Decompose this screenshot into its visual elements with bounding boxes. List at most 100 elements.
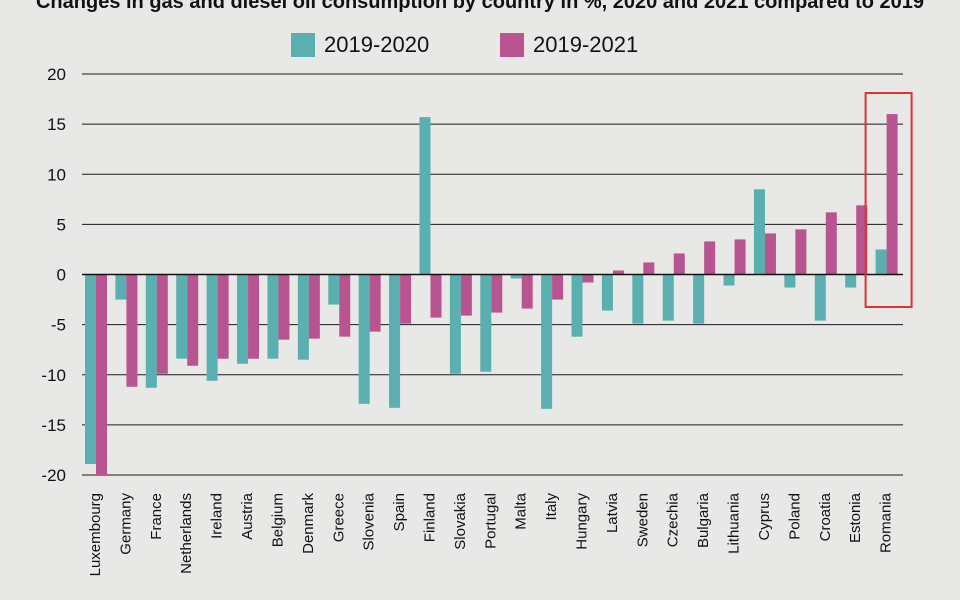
x-tick-label: Bulgaria bbox=[695, 492, 712, 548]
legend: 2019-2020 2019-2021 bbox=[291, 32, 638, 57]
bar bbox=[886, 114, 898, 275]
bar bbox=[582, 274, 594, 283]
bar bbox=[248, 274, 260, 359]
y-tick-label: -10 bbox=[41, 366, 66, 385]
y-tick-label: -20 bbox=[41, 466, 66, 485]
bar bbox=[96, 274, 107, 475]
x-tick-label: Belgium bbox=[269, 493, 286, 547]
legend-label: 2019-2021 bbox=[533, 32, 638, 57]
bar bbox=[753, 189, 765, 275]
bar bbox=[552, 274, 564, 300]
y-tick-label: -15 bbox=[41, 416, 66, 435]
bar bbox=[612, 270, 624, 275]
x-tick-label: Croatia bbox=[817, 492, 834, 541]
x-tick-label: Portugal bbox=[482, 493, 499, 549]
bars bbox=[82, 114, 903, 475]
bar bbox=[267, 274, 279, 359]
bar bbox=[176, 274, 188, 359]
x-axis: Luxembourg Germany France Netherlands Irelan… bbox=[87, 492, 895, 576]
bar bbox=[430, 274, 442, 318]
bar bbox=[187, 274, 199, 366]
bar bbox=[369, 274, 381, 332]
bar bbox=[693, 274, 705, 324]
bar bbox=[328, 274, 340, 305]
x-tick-label: Luxembourg bbox=[87, 493, 104, 576]
bar bbox=[784, 274, 796, 288]
bar bbox=[734, 239, 746, 275]
bar bbox=[704, 241, 716, 275]
bar bbox=[662, 274, 674, 321]
bar bbox=[206, 274, 218, 381]
x-tick-label: Slovenia bbox=[361, 492, 378, 550]
bar bbox=[308, 274, 320, 339]
legend-swatch bbox=[291, 33, 315, 57]
bar bbox=[358, 274, 370, 404]
x-tick-label: Netherlands bbox=[178, 493, 195, 574]
bar bbox=[126, 274, 138, 387]
bar bbox=[856, 205, 868, 275]
y-tick-label: 15 bbox=[47, 115, 66, 134]
x-tick-label: Austria bbox=[239, 492, 256, 539]
x-tick-label: Germany bbox=[117, 493, 134, 555]
bar bbox=[85, 274, 96, 464]
bar bbox=[795, 229, 807, 275]
bar bbox=[389, 274, 401, 408]
bar bbox=[673, 253, 685, 275]
bar bbox=[643, 262, 655, 275]
bar bbox=[764, 233, 776, 275]
bar bbox=[723, 274, 735, 286]
bar bbox=[419, 117, 431, 275]
x-tick-label: Ireland bbox=[209, 493, 226, 539]
x-tick-label: Latvia bbox=[604, 492, 621, 533]
bar bbox=[145, 274, 157, 388]
bar bbox=[460, 274, 472, 316]
bar bbox=[449, 274, 461, 374]
y-tick-label: -5 bbox=[51, 316, 66, 335]
bar bbox=[297, 274, 309, 360]
bar bbox=[237, 274, 249, 364]
bar bbox=[632, 274, 644, 324]
y-tick-label: 20 bbox=[47, 65, 66, 84]
y-tick-label: 0 bbox=[57, 266, 66, 285]
x-tick-label: Romania bbox=[878, 492, 895, 553]
bar bbox=[571, 274, 583, 337]
x-tick-label: Czechia bbox=[665, 492, 682, 547]
chart-title: Changes in gas and diesel oil consumptio… bbox=[35, 0, 925, 13]
y-tick-label: 10 bbox=[47, 165, 66, 184]
bar bbox=[480, 274, 492, 372]
x-tick-label: Greece bbox=[330, 493, 347, 542]
x-tick-label: Italy bbox=[543, 493, 560, 521]
bar bbox=[601, 274, 613, 311]
highlight-box bbox=[864, 92, 913, 308]
bar bbox=[825, 212, 837, 275]
bar bbox=[875, 249, 887, 275]
x-tick-label: Estonia bbox=[847, 492, 864, 543]
x-tick-label: Sweden bbox=[634, 493, 651, 547]
x-tick-label: Lithuania bbox=[726, 492, 743, 554]
bar bbox=[845, 274, 857, 288]
x-tick-label: Poland bbox=[786, 493, 803, 540]
bar bbox=[491, 274, 503, 313]
highlight-rectangle bbox=[864, 92, 913, 308]
x-tick-label: Slovakia bbox=[452, 492, 469, 549]
bar bbox=[521, 274, 533, 309]
bar bbox=[115, 274, 127, 300]
bar bbox=[217, 274, 229, 359]
legend-label: 2019-2020 bbox=[324, 32, 429, 57]
bar bbox=[156, 274, 168, 374]
bar bbox=[339, 274, 351, 337]
bar bbox=[278, 274, 290, 340]
legend-swatch bbox=[500, 33, 524, 57]
bar bbox=[541, 274, 553, 409]
x-tick-label: Malta bbox=[513, 492, 530, 529]
x-tick-label: Spain bbox=[391, 493, 408, 531]
x-tick-label: Finland bbox=[421, 493, 438, 542]
x-tick-label: France bbox=[148, 493, 165, 540]
y-axis: 20 15 10 5 0 -5 -10 -15 -20 bbox=[41, 65, 66, 485]
x-tick-label: Cyprus bbox=[756, 493, 773, 541]
bar bbox=[400, 274, 412, 324]
x-tick-label: Denmark bbox=[300, 493, 317, 554]
y-tick-label: 5 bbox=[57, 215, 66, 234]
bar bbox=[814, 274, 826, 321]
